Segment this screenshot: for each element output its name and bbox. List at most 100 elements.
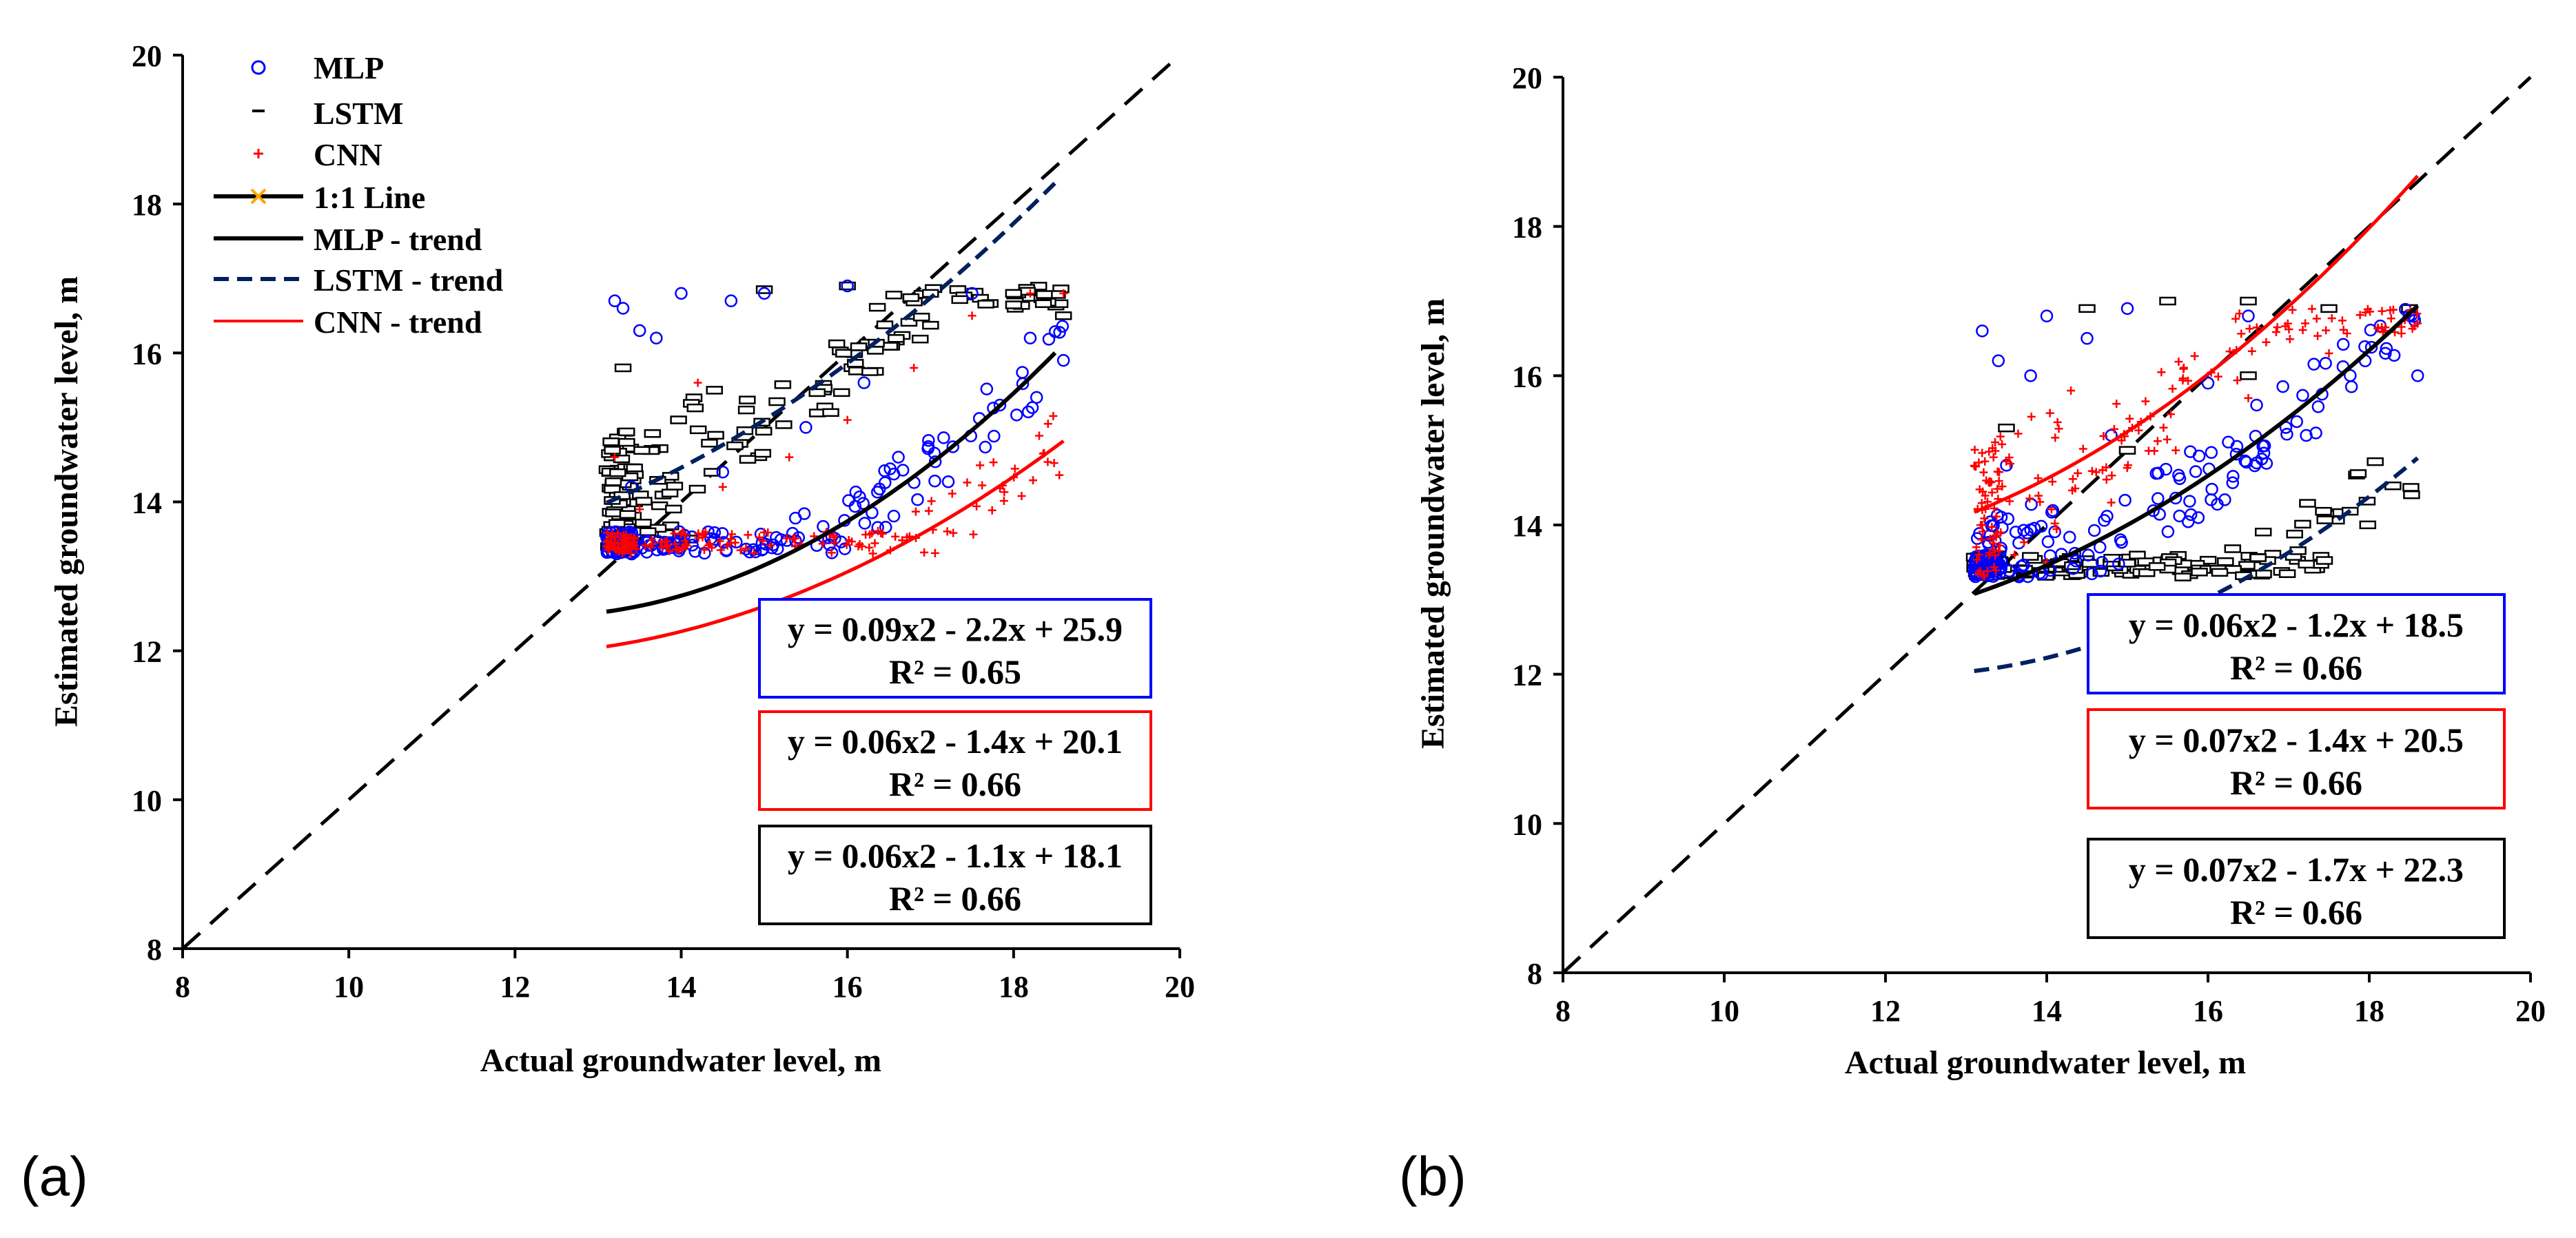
cnn-point (604, 543, 613, 552)
cnn-point (2005, 453, 2014, 462)
y-tick-label: 10 (132, 784, 162, 818)
mlp-point (688, 545, 702, 558)
lstm-point (613, 491, 631, 500)
cnn-point (1983, 497, 1992, 506)
mlp-point (928, 455, 942, 468)
lstm-point (1998, 423, 2015, 433)
lstm-point (2299, 499, 2316, 508)
cnn-point (2307, 305, 2316, 313)
mlp-point (842, 494, 855, 507)
lstm-point (706, 386, 723, 395)
mlp-point (2040, 309, 2054, 322)
lstm-point (670, 415, 687, 424)
cnn-point (2281, 322, 2290, 331)
cnn-point (611, 453, 620, 462)
cnn-point (706, 539, 715, 548)
cnn-point (1985, 550, 1994, 559)
cnn-point (1972, 462, 1981, 471)
cnn-point (2153, 437, 2162, 446)
cnn-point (2233, 376, 2242, 385)
cnn-point (2034, 474, 2043, 483)
cnn-point (626, 549, 635, 558)
y-tick-label: 12 (1512, 659, 1542, 692)
lstm-point (2240, 296, 2257, 306)
cnn-point (1998, 440, 2007, 448)
mlp-point (2172, 468, 2185, 482)
cnn-point (2386, 314, 2395, 323)
cnn-point (609, 542, 617, 551)
mlp-point (2364, 340, 2378, 354)
cnn-point (2322, 326, 2331, 335)
lstm-point (2137, 557, 2154, 566)
lstm-point (977, 300, 994, 309)
panel-b-marks: 8 10 12 14 16 18 20 8 10 12 14 16 18 20 (1512, 61, 2546, 1028)
mlp-point (2183, 495, 2196, 508)
cnn-point (2179, 363, 2188, 372)
mlp-point (1992, 354, 2005, 367)
cnn-point (677, 530, 686, 539)
y-tick-label: 16 (1512, 360, 1542, 393)
mlp-point (2001, 512, 2015, 526)
cnn-point (1990, 563, 1999, 572)
legend-label-lstm-trend: LSTM - trend (314, 262, 504, 298)
equation-b-cnn: y = 0.07x2 - 1.4x + 20.5 (2129, 721, 2464, 759)
mlp-point (2309, 426, 2322, 440)
x-tick-label: 14 (2032, 994, 2062, 1028)
cnn-point (1980, 572, 1989, 581)
mlp-point (2027, 522, 2041, 535)
mlp-point (748, 545, 762, 559)
panel-b-equation-mlp: y = 0.06x2 - 1.2x + 18.5 R² = 0.66 (2087, 593, 2506, 694)
cnn-point (874, 526, 883, 535)
lstm-point (839, 281, 856, 291)
mlp-point (2034, 519, 2048, 533)
lstm-point (2138, 568, 2156, 577)
mlp-point (716, 466, 730, 479)
lstm-point (640, 527, 657, 536)
mlp-point (1021, 405, 1035, 419)
mlp-point (2046, 504, 2060, 517)
mlp-point (2118, 493, 2132, 507)
mlp-point (1030, 391, 1043, 404)
mlp-point (2120, 302, 2134, 316)
cnn-point (2052, 525, 2061, 534)
lstm-point (2129, 550, 2146, 559)
cnn-point (2054, 424, 2063, 433)
lstm-point (911, 334, 929, 344)
cnn-point (2285, 335, 2294, 344)
r2-b-lstm: R² = 0.66 (2230, 893, 2362, 931)
cnn-point (2373, 323, 2382, 332)
cnn-point (1050, 459, 1059, 468)
mlp-point (2063, 530, 2076, 544)
mlp-point (2067, 562, 2080, 575)
lstm-point (2191, 568, 2208, 577)
mlp-point (2048, 525, 2061, 539)
mlp-point (2319, 357, 2332, 370)
cnn-point (2386, 306, 2395, 315)
cnn-point (2378, 307, 2386, 316)
lstm-point (739, 395, 756, 404)
lstm-point (2294, 519, 2311, 529)
lstm-point (604, 477, 622, 486)
cnn-point (1010, 464, 1019, 473)
cnn-point (2168, 384, 2177, 393)
cnn-point (857, 541, 866, 550)
lstm-point (876, 320, 894, 329)
cnn-point (1972, 543, 1981, 552)
mlp-point (879, 476, 892, 489)
mlp-point (2256, 440, 2269, 453)
cnn-point (694, 529, 703, 538)
mlp-point (1053, 326, 1066, 339)
cnn-point (1978, 521, 1987, 529)
mlp-point (965, 287, 979, 300)
mlp-point (633, 324, 646, 338)
cnn-trend-curve (606, 440, 1065, 648)
lstm-point (2403, 490, 2420, 499)
cnn-point (2244, 393, 2253, 402)
cnn-point (949, 528, 958, 537)
cnn-point (681, 539, 690, 548)
mlp-point (2290, 415, 2304, 429)
y-tick-label: 18 (132, 188, 162, 222)
lstm-point (633, 446, 651, 455)
cnn-point (2298, 326, 2307, 335)
mlp-point (2205, 446, 2218, 460)
